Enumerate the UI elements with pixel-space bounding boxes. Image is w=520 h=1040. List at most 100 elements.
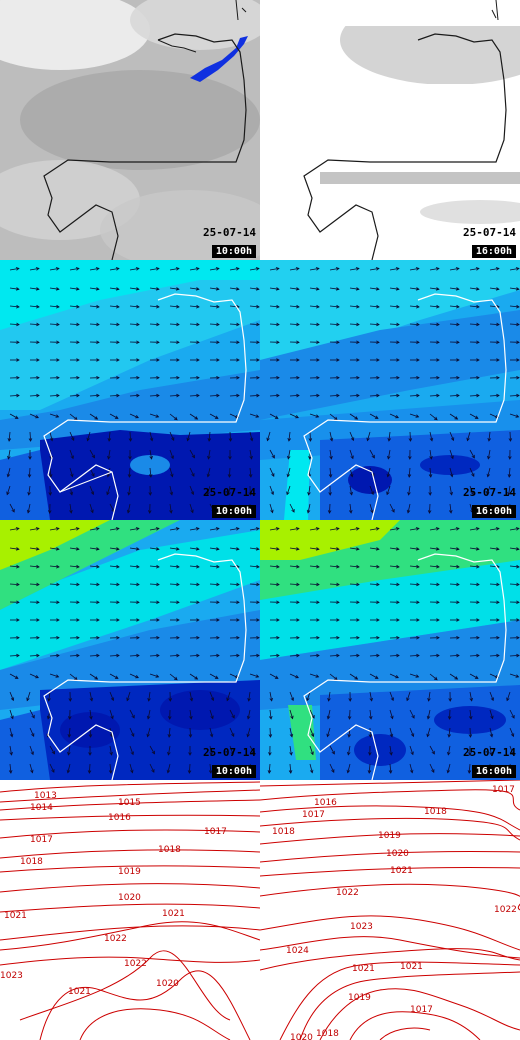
wind-arrow <box>349 528 359 531</box>
wind-arrow <box>189 268 199 271</box>
wind-arrow-head <box>26 509 31 514</box>
isobar-label: 1021 <box>400 962 423 972</box>
wind-arrow <box>389 268 399 271</box>
wind-arrow-head <box>91 473 95 477</box>
wind-arrow-head <box>216 600 220 605</box>
wind-arrow <box>149 583 160 585</box>
wind-arrow-head <box>135 675 139 679</box>
wind-arrow <box>189 727 191 738</box>
wind-arrow <box>189 305 200 308</box>
wind-arrow-head <box>116 358 120 362</box>
cloud-cover-map-1600[interactable]: 25-07-14 16:00h <box>260 0 520 260</box>
wind-arrow-head <box>246 733 250 738</box>
wind-arrow-head <box>516 340 520 345</box>
wind-arrow-head <box>450 437 455 442</box>
wind-arrow-head <box>355 527 360 531</box>
timestamp: 25-07-14 10:00h <box>203 746 256 778</box>
wind-map-b-1000[interactable]: 25-07-14 10:00h <box>0 520 260 780</box>
wind-arrow-head <box>76 582 80 587</box>
pressure-map-right[interactable]: 1017 1016 1017 1018 1018 1019 1020 1021 1022 1022… <box>260 780 520 1040</box>
wind-arrow-head <box>331 750 335 755</box>
wind-arrow-head <box>336 635 340 640</box>
wind-arrow-head <box>236 635 240 640</box>
wind-arrow <box>409 583 420 585</box>
wind-arrow-head <box>433 676 438 681</box>
wind-arrow-head <box>36 582 40 587</box>
wind-arrow <box>469 449 475 459</box>
wind-arrow-head <box>16 564 20 569</box>
wind-arrow-head <box>190 509 194 514</box>
wind-arrow-head <box>196 393 200 398</box>
wind-arrow-head <box>16 322 20 327</box>
wind-arrow <box>447 745 451 755</box>
wind-arrow-head <box>168 698 173 702</box>
wind-arrow-head <box>56 564 60 569</box>
wind-arrow-head <box>486 491 490 496</box>
wind-arrow-head <box>396 582 400 587</box>
wind-arrow-head <box>188 752 192 756</box>
wind-arrow <box>269 691 273 701</box>
wind-arrow-head <box>296 600 300 605</box>
wind-arrow <box>69 503 72 513</box>
wind-arrow <box>449 431 454 441</box>
wind-arrow-head <box>495 287 500 291</box>
wind-arrow <box>29 431 31 442</box>
wind-arrow-head <box>214 415 219 419</box>
wind-arrow-head <box>136 600 140 605</box>
wind-arrow-head <box>436 635 440 640</box>
wind-arrow-head <box>276 635 280 640</box>
wind-arrow-head <box>56 582 60 587</box>
wind-map-a-1600[interactable]: 25-07-14 16:00h <box>260 260 520 520</box>
wind-arrow <box>469 655 480 657</box>
wind-arrow <box>169 485 173 495</box>
pressure-map-left[interactable]: 1013 1014 1015 1016 1017 1018 1017 1018 1019 1020… <box>0 780 260 1040</box>
wind-arrow-head <box>456 635 460 640</box>
wind-arrow-head <box>354 416 359 420</box>
wind-arrow <box>209 565 220 568</box>
wind-arrow <box>108 449 111 459</box>
wind-arrow-head <box>216 564 220 569</box>
wind-arrow <box>249 413 259 418</box>
wind-arrow <box>89 503 94 513</box>
wind-arrow-head <box>155 674 160 678</box>
wind-arrow <box>429 395 440 397</box>
wind-arrow <box>189 323 200 325</box>
wind-arrow-head <box>127 491 131 496</box>
wind-arrow-head <box>131 714 135 719</box>
wind-arrow <box>449 655 460 657</box>
wind-arrow-head <box>14 415 19 419</box>
wind-arrow <box>489 673 499 679</box>
wind-arrow-head <box>73 676 78 681</box>
wind-arrow <box>306 691 311 701</box>
wind-arrow-head <box>127 474 132 478</box>
forecast-time: 10:00h <box>211 765 256 778</box>
wind-arrow <box>429 467 432 478</box>
wind-arrow-head <box>395 267 400 271</box>
wind-arrow-head <box>295 547 300 551</box>
cloud-cover-map-1000[interactable]: 25-07-14 10:00h <box>0 0 260 260</box>
wind-arrow-head <box>436 600 440 605</box>
isobar-label: 1018 <box>20 857 43 867</box>
wind-arrow-head <box>276 582 280 587</box>
wind-arrow <box>27 503 31 513</box>
wind-arrow-head <box>355 547 360 551</box>
wind-arrow <box>329 565 340 568</box>
wind-arrow <box>9 745 12 755</box>
wind-arrow-head <box>476 393 480 398</box>
wind-arrow <box>169 449 174 459</box>
wind-arrow <box>369 691 373 701</box>
cloud-cover-field <box>260 0 520 260</box>
wind-arrow-head <box>296 358 300 362</box>
wind-arrow <box>369 503 373 513</box>
isobar-label: 1020 <box>290 1033 313 1040</box>
wind-arrow-head <box>255 267 260 271</box>
wind-map-b-1600[interactable]: 25-07-14 16:00h <box>260 520 520 780</box>
wind-arrow-head <box>176 564 180 569</box>
wind-arrow-head <box>196 358 200 362</box>
wind-arrow-head <box>36 358 40 362</box>
wind-arrow <box>68 745 71 755</box>
wind-arrow-head <box>347 733 352 738</box>
wind-map-a-1000[interactable]: 25-07-14 10:00h <box>0 260 260 520</box>
wind-arrow <box>89 673 98 680</box>
wind-arrow <box>449 449 454 459</box>
